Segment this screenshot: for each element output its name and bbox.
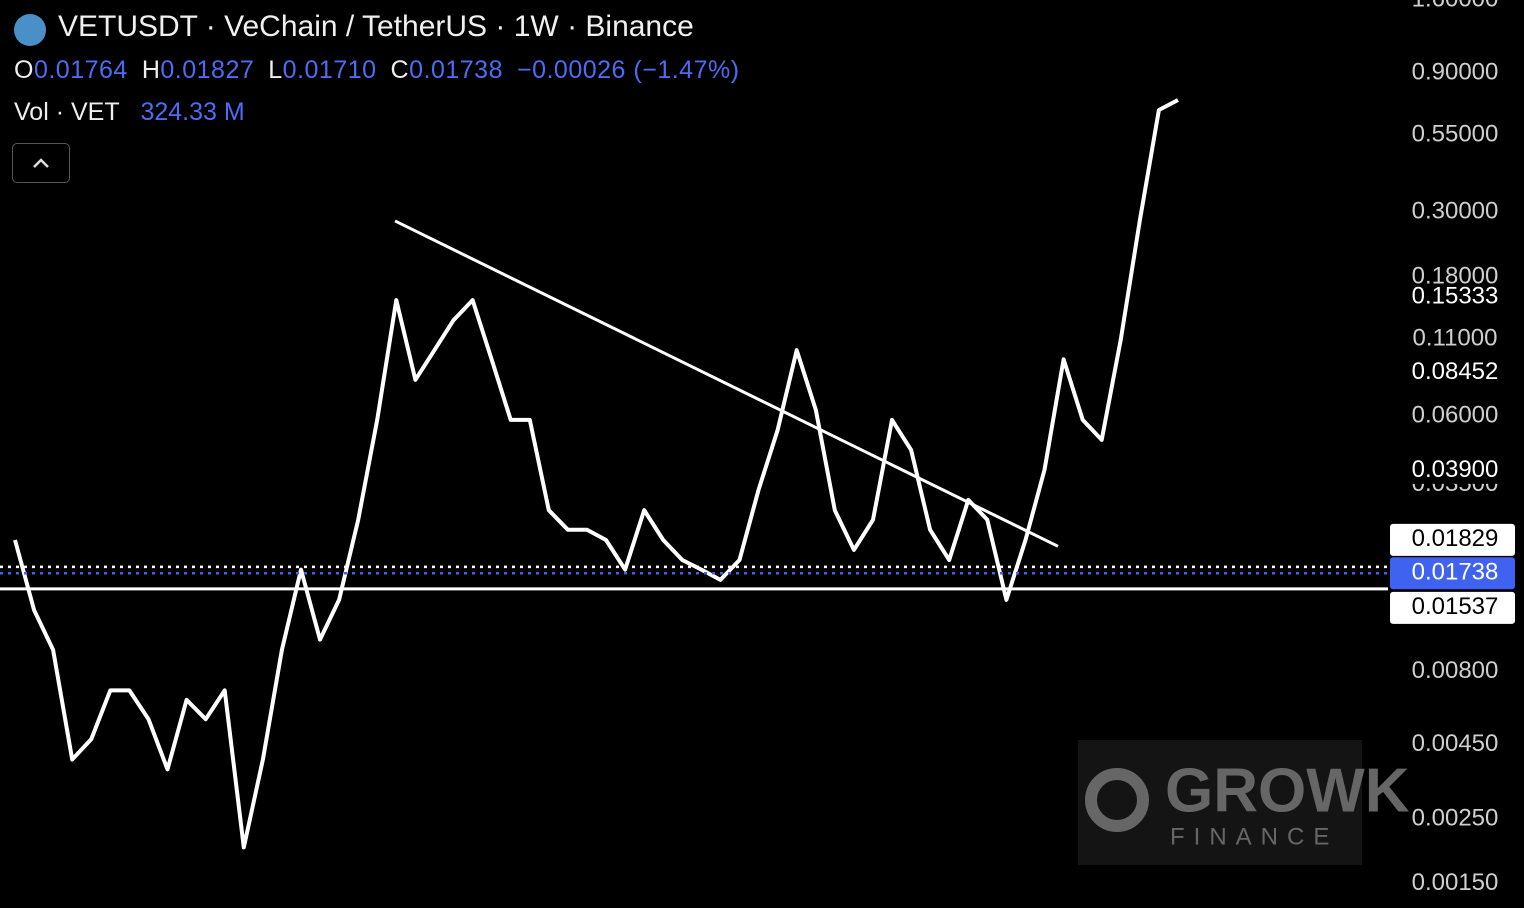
ohlc: O0.01764 H0.01827 L0.01710 C0.01738 −0.00026… bbox=[14, 56, 754, 85]
price-label: 0.03900 bbox=[1412, 456, 1499, 483]
y-tick-label: 0.30000 bbox=[1412, 198, 1499, 225]
ohlc-key: C bbox=[390, 56, 410, 84]
watermark-logo bbox=[1085, 768, 1149, 832]
price-label: 0.15333 bbox=[1412, 283, 1499, 310]
ohlc-value: 0.01710 bbox=[282, 56, 377, 84]
price-box-label: 0.01537 bbox=[1412, 593, 1499, 620]
y-tick-label: 0.55000 bbox=[1412, 121, 1499, 148]
volume-value: 324.33 M bbox=[140, 98, 245, 126]
watermark-box bbox=[1078, 740, 1362, 865]
y-tick-label: 0.06000 bbox=[1412, 402, 1499, 429]
ohlc-key: H bbox=[141, 56, 161, 84]
y-tick-label: 0.00450 bbox=[1412, 730, 1499, 757]
change: −0.00026 (−1.47%) bbox=[516, 56, 740, 84]
price-line bbox=[13, 98, 1179, 850]
symbol-title: VETUSDT · VeChain / TetherUS · 1W · Bina… bbox=[58, 10, 694, 43]
volume: Vol · VET 324.33 M bbox=[14, 98, 259, 127]
price-box bbox=[1390, 591, 1515, 624]
price-box bbox=[1390, 557, 1515, 590]
price-label-bg bbox=[1395, 284, 1515, 311]
y-tick-label: 0.00250 bbox=[1412, 804, 1499, 831]
collapse-button[interactable] bbox=[12, 143, 70, 183]
watermark-title: GROWK bbox=[1165, 756, 1410, 825]
price-label: 0.08452 bbox=[1412, 358, 1499, 385]
ohlc-value: 0.01764 bbox=[33, 56, 128, 84]
price-box-label: 0.01829 bbox=[1412, 525, 1499, 552]
y-tick-label: 0.11000 bbox=[1413, 325, 1498, 352]
y-tick-label: 0.00150 bbox=[1412, 869, 1499, 896]
ohlc-value: 0.01738 bbox=[409, 56, 503, 84]
ohlc-value: 0.01827 bbox=[160, 56, 255, 84]
y-tick-label: 0.90000 bbox=[1412, 58, 1499, 85]
volume-label: Vol · VET bbox=[14, 98, 120, 126]
y-tick-label: 0.00800 bbox=[1412, 657, 1499, 684]
ohlc-key: O bbox=[14, 56, 34, 84]
price-label-bg bbox=[1395, 359, 1515, 386]
trendline bbox=[394, 219, 1059, 548]
ohlc-key: L bbox=[268, 56, 283, 84]
watermark-subtitle: FINANCE bbox=[1170, 823, 1338, 850]
price-box bbox=[1390, 523, 1515, 556]
price-label-bg bbox=[1395, 457, 1515, 484]
symbol-icon bbox=[14, 14, 46, 46]
price-box-label: 0.01738 bbox=[1412, 559, 1499, 586]
